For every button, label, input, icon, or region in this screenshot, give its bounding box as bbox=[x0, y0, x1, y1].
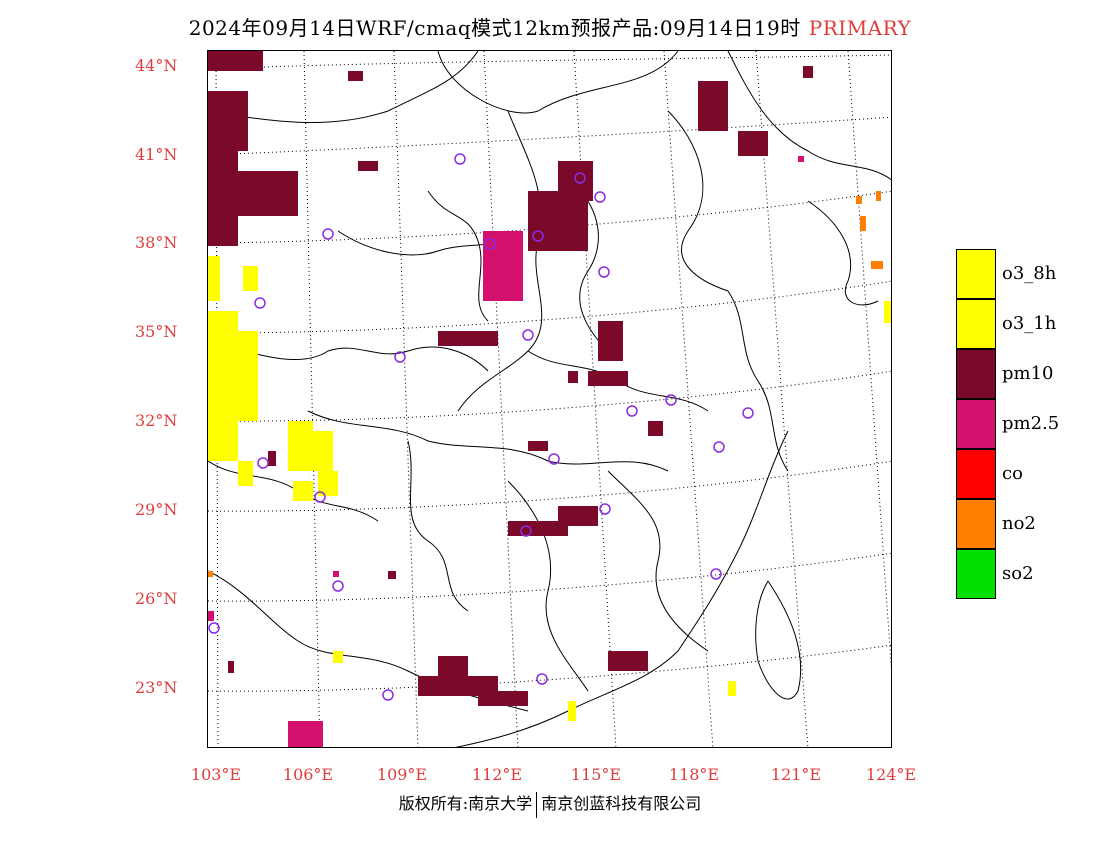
map-canvas bbox=[208, 51, 891, 747]
lon-label-118: 118°E bbox=[668, 765, 720, 784]
lon-label-103: 103°E bbox=[190, 765, 242, 784]
o3-patches bbox=[208, 256, 891, 721]
lat-label-26: 26°N bbox=[135, 589, 178, 608]
lat-label-38: 38°N bbox=[135, 233, 178, 252]
map-panel bbox=[207, 50, 892, 748]
legend-label: so2 bbox=[1002, 563, 1034, 584]
footer-separator bbox=[536, 791, 538, 818]
title-tag: PRIMARY bbox=[808, 16, 912, 40]
lon-label-112: 112°E bbox=[471, 765, 523, 784]
pm25-patches bbox=[208, 156, 804, 747]
map-title: 2024年09月14日WRF/cmaq模式12km预报产品:09月14日19时 P… bbox=[0, 12, 1100, 41]
lat-label-41: 41°N bbox=[135, 145, 178, 164]
lat-label-44: 44°N bbox=[135, 56, 178, 75]
legend-swatch bbox=[956, 299, 996, 349]
lon-label-109: 109°E bbox=[376, 765, 428, 784]
no2-patches bbox=[208, 191, 883, 577]
legend-label: no2 bbox=[1002, 513, 1036, 534]
boundaries bbox=[208, 51, 891, 747]
graticule bbox=[208, 51, 891, 747]
lat-label-32: 32°N bbox=[135, 411, 178, 430]
copyright-owner: 版权所有:南京大学 bbox=[398, 794, 533, 813]
title-text: 2024年09月14日WRF/cmaq模式12km预报产品:09月14日19时 bbox=[188, 16, 801, 40]
legend-label: o3_1h bbox=[1002, 313, 1057, 334]
copyright-company: 南京创蓝科技有限公司 bbox=[541, 794, 702, 813]
legend-swatch bbox=[956, 349, 996, 399]
pm10-patches bbox=[208, 51, 813, 706]
lat-label-29: 29°N bbox=[135, 500, 178, 519]
lon-label-115: 115°E bbox=[570, 765, 622, 784]
lon-label-121: 121°E bbox=[770, 765, 822, 784]
station-markers bbox=[208, 153, 754, 701]
legend-swatch bbox=[956, 499, 996, 549]
lon-label-106: 106°E bbox=[282, 765, 334, 784]
legend-label: co bbox=[1002, 463, 1023, 484]
legend-label: pm10 bbox=[1002, 363, 1054, 384]
lat-label-23: 23°N bbox=[135, 678, 178, 697]
legend-label: o3_8h bbox=[1002, 263, 1057, 284]
legend-swatch bbox=[956, 549, 996, 599]
legend-swatch bbox=[956, 249, 996, 299]
copyright-footer: 版权所有:南京大学 南京创蓝科技有限公司 bbox=[0, 790, 1100, 818]
legend-label: pm2.5 bbox=[1002, 413, 1060, 434]
lat-label-35: 35°N bbox=[135, 322, 178, 341]
lon-label-124: 124°E bbox=[865, 765, 917, 784]
legend-swatch bbox=[956, 399, 996, 449]
legend-swatch bbox=[956, 449, 996, 499]
